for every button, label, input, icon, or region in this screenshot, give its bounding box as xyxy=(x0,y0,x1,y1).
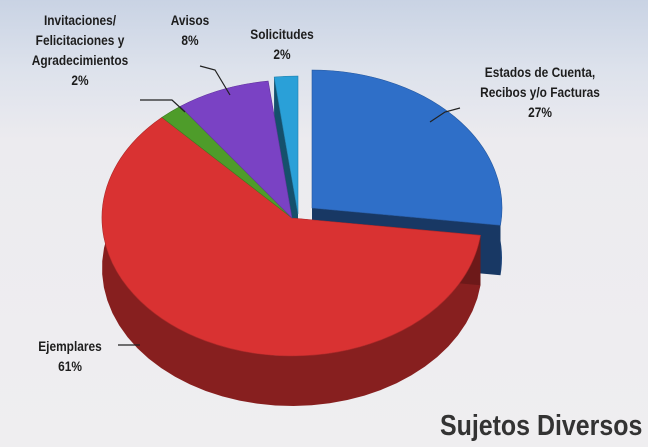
leader-line xyxy=(140,99,186,113)
category-label: Estados de Cuenta, Recibos y/o Facturas xyxy=(480,64,600,100)
data-label: 2% xyxy=(71,72,89,88)
leader-lines xyxy=(118,65,461,346)
slice xyxy=(311,69,503,226)
slice xyxy=(273,75,299,215)
chart-title: Sujetos Diversos xyxy=(439,410,642,442)
data-label: 2% xyxy=(273,46,291,62)
data-label: 61% xyxy=(58,358,82,374)
slice xyxy=(101,117,481,357)
data-label: 27% xyxy=(528,104,552,120)
slice-label: Estados de Cuenta, Recibos y/o Facturas 2… xyxy=(464,62,617,122)
data-label: 8% xyxy=(181,32,199,48)
leader-line xyxy=(199,65,231,96)
category-label: Solicitudes xyxy=(250,26,314,42)
category-label: Avisos xyxy=(170,12,210,28)
slice xyxy=(179,80,293,219)
leader-line xyxy=(429,107,461,123)
slice-label: Avisos 8% xyxy=(156,10,224,50)
slice-label: Ejemplares 61% xyxy=(28,336,113,376)
category-label: Invitaciones/ Felicitaciones y Agradecim… xyxy=(31,12,129,68)
slice-label: Invitaciones/ Felicitaciones y Agradecim… xyxy=(21,10,140,90)
category-label: Ejemplares xyxy=(38,338,102,354)
slice-label: Solicitudes 2% xyxy=(240,24,325,64)
slice-tops xyxy=(101,69,503,357)
